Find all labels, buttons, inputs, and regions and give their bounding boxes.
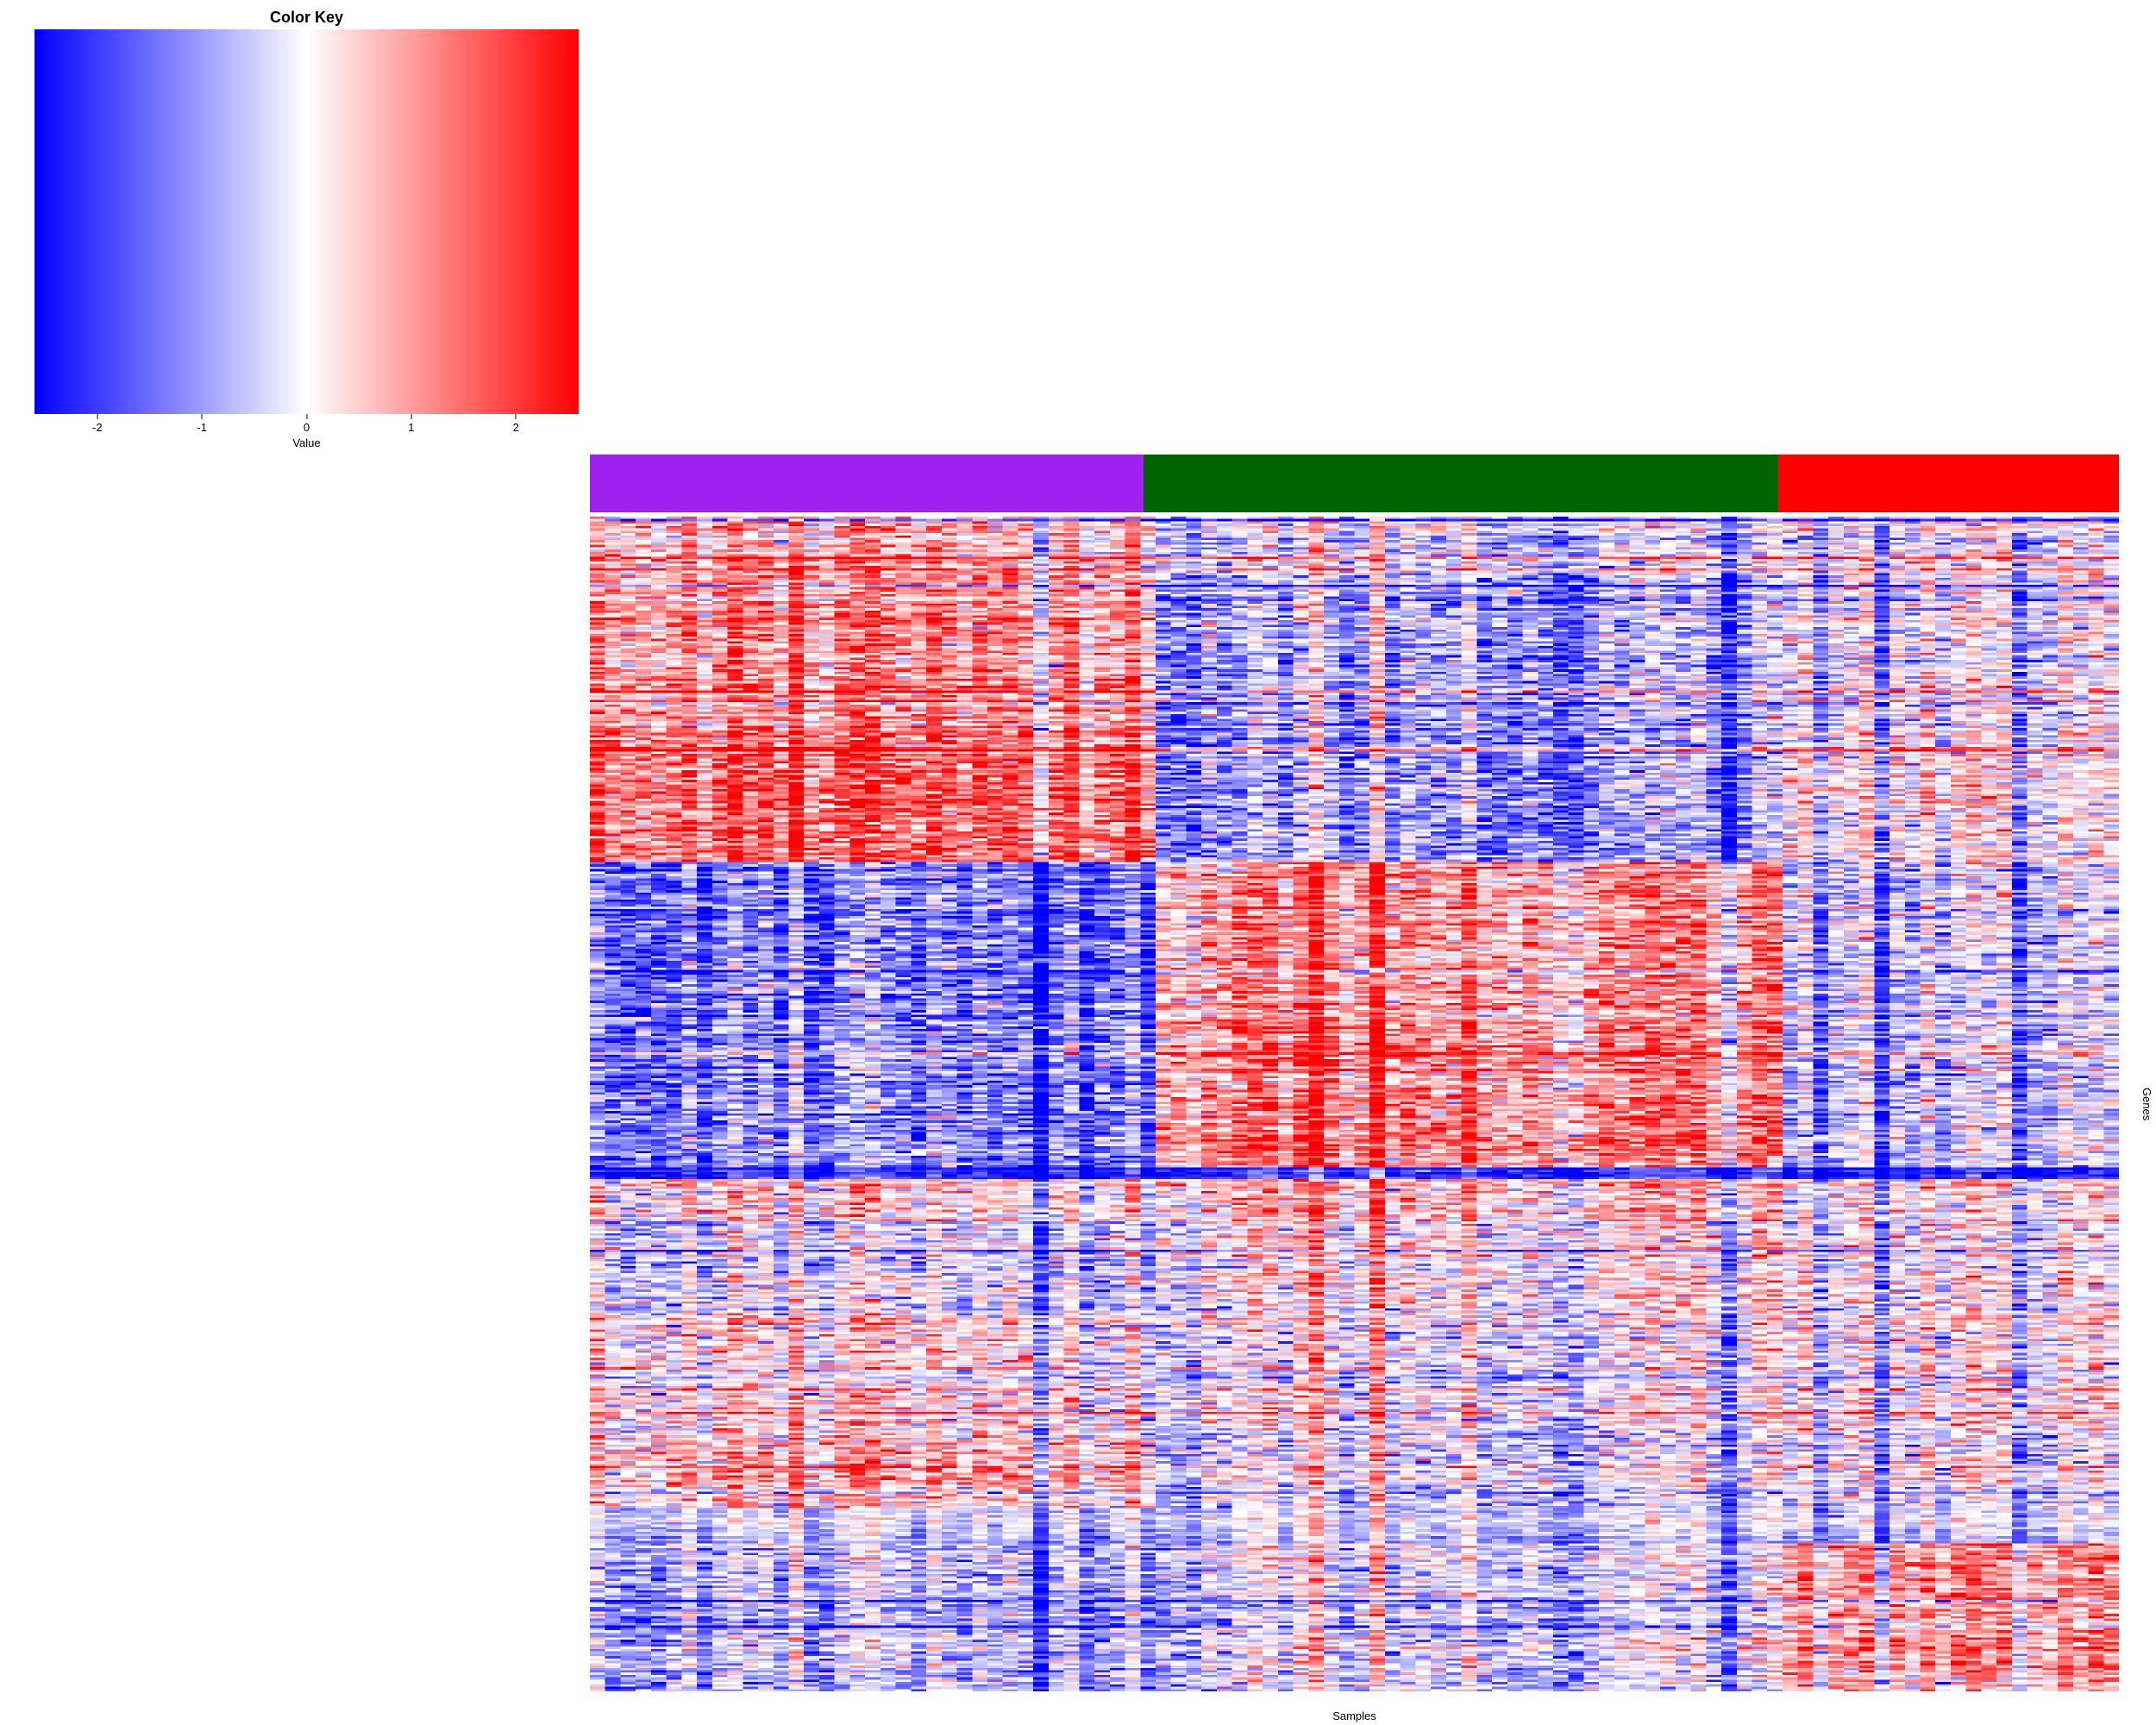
color-key-tick-mark <box>515 414 517 419</box>
x-axis-label: Samples <box>1332 1709 1376 1722</box>
column-group-purple <box>590 455 1144 512</box>
heatmap-area <box>590 455 2119 1691</box>
color-key-gradient <box>34 29 579 414</box>
color-key-tick-mark <box>201 414 203 419</box>
color-key-tick-mark <box>306 414 307 419</box>
color-key-tick-label: 1 <box>408 421 415 434</box>
color-key-title: Color Key <box>269 9 344 26</box>
color-key-tick-label: 0 <box>303 421 310 434</box>
color-key-axis: -2 -1 0 1 2 <box>34 414 579 438</box>
color-key: Color Key -2 -1 0 1 2 Value <box>34 7 579 464</box>
column-group-red <box>1777 455 2119 512</box>
color-key-tick-label: 2 <box>512 421 519 434</box>
color-key-axis-label: Value <box>292 436 321 449</box>
column-group-bar <box>590 455 2119 512</box>
column-group-green <box>1143 455 1778 512</box>
color-key-tick-label: -1 <box>197 421 207 434</box>
y-axis-label: Genes <box>2140 1087 2153 1121</box>
color-key-tick-label: -2 <box>92 421 103 434</box>
heatmap-canvas <box>590 517 2119 1691</box>
